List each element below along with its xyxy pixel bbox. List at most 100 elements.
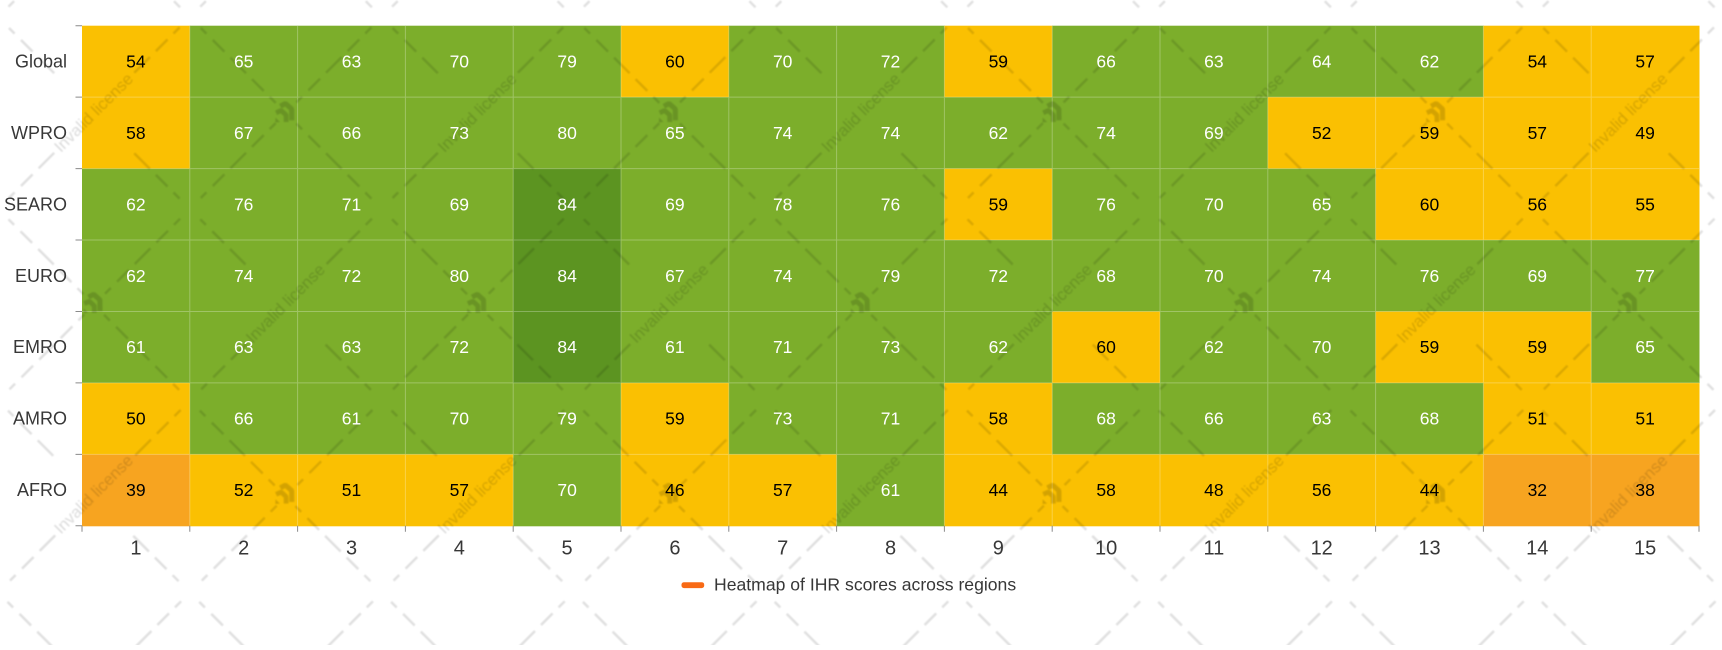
svg-text:73: 73 (450, 123, 469, 143)
svg-text:69: 69 (1528, 266, 1547, 286)
svg-text:58: 58 (126, 123, 145, 143)
svg-text:62: 62 (126, 266, 145, 286)
svg-text:Global: Global (15, 51, 67, 71)
svg-text:59: 59 (1528, 337, 1547, 357)
svg-text:52: 52 (234, 480, 253, 500)
svg-text:48: 48 (1204, 480, 1223, 500)
svg-text:57: 57 (1635, 51, 1654, 71)
svg-text:59: 59 (665, 409, 684, 429)
svg-text:3: 3 (346, 538, 357, 560)
svg-text:AMRO: AMRO (13, 409, 67, 429)
svg-text:68: 68 (1096, 409, 1115, 429)
svg-text:39: 39 (126, 480, 145, 500)
svg-text:77: 77 (1635, 266, 1654, 286)
svg-text:68: 68 (1096, 266, 1115, 286)
svg-text:8: 8 (885, 538, 896, 560)
svg-text:61: 61 (665, 337, 684, 357)
svg-text:51: 51 (342, 480, 361, 500)
svg-text:9: 9 (993, 538, 1004, 560)
svg-text:61: 61 (881, 480, 900, 500)
svg-text:13: 13 (1418, 538, 1440, 560)
svg-text:55: 55 (1635, 194, 1654, 214)
svg-text:59: 59 (989, 194, 1008, 214)
svg-text:69: 69 (1204, 123, 1223, 143)
svg-text:59: 59 (1420, 337, 1439, 357)
svg-text:10: 10 (1095, 538, 1117, 560)
svg-text:61: 61 (126, 337, 145, 357)
svg-text:12: 12 (1311, 538, 1333, 560)
svg-text:WPRO: WPRO (11, 123, 67, 143)
svg-text:SEARO: SEARO (4, 194, 67, 214)
svg-text:84: 84 (557, 194, 577, 214)
svg-text:74: 74 (773, 266, 793, 286)
svg-text:5: 5 (562, 538, 573, 560)
svg-text:74: 74 (1312, 266, 1332, 286)
svg-text:79: 79 (557, 51, 576, 71)
svg-text:73: 73 (881, 337, 900, 357)
svg-text:63: 63 (1204, 51, 1223, 71)
svg-text:70: 70 (557, 480, 577, 500)
svg-text:74: 74 (234, 266, 254, 286)
svg-text:EMRO: EMRO (13, 337, 67, 357)
svg-text:65: 65 (234, 51, 253, 71)
svg-text:52: 52 (1312, 123, 1331, 143)
svg-text:66: 66 (1204, 409, 1223, 429)
svg-text:74: 74 (773, 123, 793, 143)
svg-text:65: 65 (1312, 194, 1331, 214)
svg-text:4: 4 (454, 538, 465, 560)
svg-text:59: 59 (989, 51, 1008, 71)
svg-text:62: 62 (126, 194, 145, 214)
svg-text:51: 51 (1528, 409, 1547, 429)
svg-text:62: 62 (1420, 51, 1439, 71)
svg-text:65: 65 (1635, 337, 1654, 357)
svg-text:Heatmap of IHR scores across r: Heatmap of IHR scores across regions (714, 575, 1016, 595)
svg-text:72: 72 (989, 266, 1008, 286)
svg-text:76: 76 (881, 194, 900, 214)
svg-text:60: 60 (1096, 337, 1116, 357)
svg-text:15: 15 (1634, 538, 1656, 560)
svg-text:50: 50 (126, 409, 146, 429)
svg-text:84: 84 (557, 337, 577, 357)
svg-text:66: 66 (342, 123, 361, 143)
svg-text:49: 49 (1635, 123, 1654, 143)
svg-text:11: 11 (1204, 538, 1225, 560)
svg-text:54: 54 (126, 51, 146, 71)
svg-text:63: 63 (234, 337, 253, 357)
svg-text:63: 63 (342, 51, 361, 71)
svg-text:58: 58 (989, 409, 1008, 429)
svg-text:AFRO: AFRO (17, 480, 67, 500)
svg-text:66: 66 (234, 409, 253, 429)
svg-text:62: 62 (989, 123, 1008, 143)
svg-text:78: 78 (773, 194, 792, 214)
svg-text:54: 54 (1528, 51, 1548, 71)
svg-text:1: 1 (130, 538, 141, 560)
svg-text:70: 70 (1204, 194, 1224, 214)
svg-text:71: 71 (773, 337, 792, 357)
svg-text:70: 70 (450, 409, 470, 429)
svg-text:70: 70 (1204, 266, 1224, 286)
svg-text:57: 57 (450, 480, 469, 500)
svg-text:68: 68 (1420, 409, 1439, 429)
svg-text:84: 84 (557, 266, 577, 286)
svg-text:73: 73 (773, 409, 792, 429)
svg-text:62: 62 (1204, 337, 1223, 357)
svg-text:44: 44 (1420, 480, 1440, 500)
svg-text:56: 56 (1528, 194, 1547, 214)
svg-text:63: 63 (1312, 409, 1331, 429)
svg-text:60: 60 (665, 51, 685, 71)
svg-text:38: 38 (1635, 480, 1654, 500)
svg-text:71: 71 (342, 194, 361, 214)
svg-text:69: 69 (450, 194, 469, 214)
svg-text:72: 72 (450, 337, 469, 357)
svg-text:60: 60 (1420, 194, 1440, 214)
svg-text:72: 72 (881, 51, 900, 71)
svg-text:14: 14 (1526, 538, 1548, 560)
svg-text:67: 67 (234, 123, 253, 143)
svg-text:64: 64 (1312, 51, 1332, 71)
svg-text:71: 71 (881, 409, 900, 429)
svg-text:66: 66 (1096, 51, 1115, 71)
svg-text:70: 70 (773, 51, 793, 71)
svg-text:67: 67 (665, 266, 684, 286)
svg-text:6: 6 (669, 538, 680, 560)
svg-text:62: 62 (989, 337, 1008, 357)
